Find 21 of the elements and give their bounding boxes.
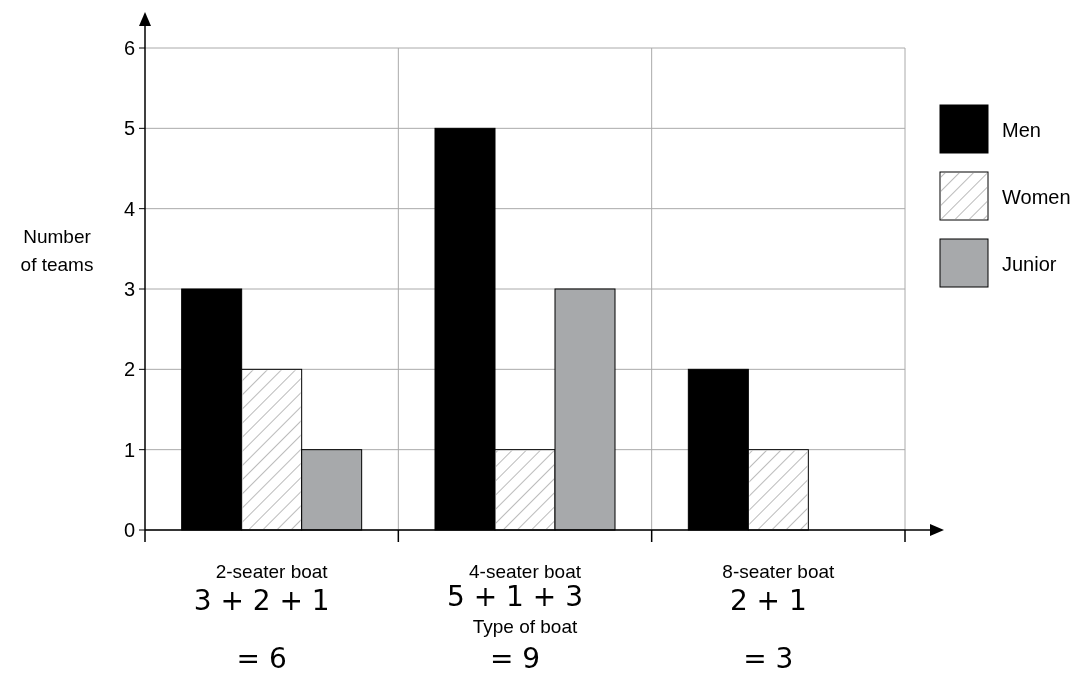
text: 5 + 1 + 3 <box>447 580 583 613</box>
y-tick-label: 4 <box>123 197 135 220</box>
y-tick-label: 6 <box>123 37 135 59</box>
y-tick-label: 0 <box>123 519 135 541</box>
y-tick-label: 3 <box>123 278 135 300</box>
legend-label: Junior <box>1002 253 1057 275</box>
text: = 9 <box>489 642 541 675</box>
x-axis-title: Type of boat <box>472 616 579 637</box>
text: = 6 <box>236 642 287 675</box>
y-tick-label: 2 <box>123 358 135 381</box>
y-axis-title: Number of teams <box>20 226 94 275</box>
x-tick-label: 8-seater boat <box>722 561 836 582</box>
text: 2 + 1 <box>729 584 807 617</box>
legend-label: Men <box>1002 119 1041 141</box>
legend-label: Women <box>1002 186 1071 208</box>
y-tick-label: 5 <box>123 117 135 140</box>
text: = 3 <box>743 642 794 675</box>
x-tick-label: 2-seater boat <box>215 561 329 582</box>
text: 3 + 2 + 1 <box>193 584 330 617</box>
y-tick-label: 1 <box>123 438 135 461</box>
x-tick-label: 4-seater boat <box>469 561 582 582</box>
